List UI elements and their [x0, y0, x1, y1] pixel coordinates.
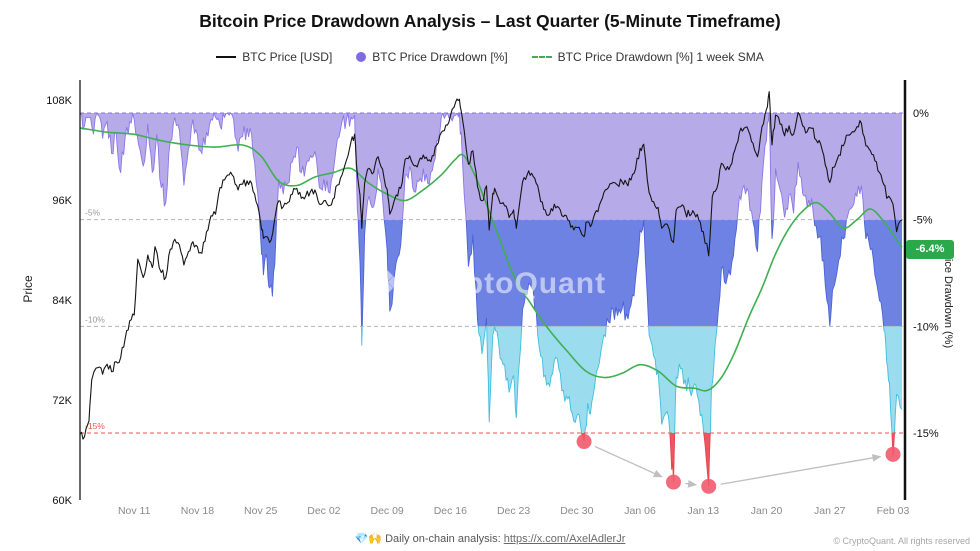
- x-tick-label: Dec 09: [370, 505, 403, 517]
- footer-emoji-icon: 💎🙌: [354, 533, 383, 545]
- chart-title: Bitcoin Price Drawdown Analysis – Last Q…: [199, 11, 781, 31]
- x-tick-label: Jan 06: [624, 505, 656, 517]
- legend: BTC Price [USD] BTC Price Drawdown [%] B…: [0, 50, 980, 64]
- sma-line: [80, 127, 903, 392]
- price-tick-label: 96K: [52, 195, 72, 207]
- x-tick-label: Feb 03: [877, 505, 910, 517]
- plot-area[interactable]: -5% -10% -15%: [80, 91, 905, 494]
- x-tick-label: Dec 23: [497, 505, 530, 517]
- price-tick-label: 108K: [46, 95, 72, 107]
- legend-item-drawdown-sma[interactable]: BTC Price Drawdown [%] 1 week SMA: [531, 50, 764, 64]
- legend-item-btc-price[interactable]: BTC Price [USD]: [216, 50, 332, 64]
- drawdown-dot-swatch-icon: [356, 52, 367, 62]
- footer-label: Daily on-chain analysis:: [385, 533, 501, 545]
- price-tick-label: 72K: [52, 395, 72, 407]
- copyright-notice: © CryptoQuant. All rights reserved: [833, 536, 970, 546]
- legend-label: BTC Price [USD]: [242, 50, 333, 64]
- sma-dash-swatch-icon: [531, 56, 552, 58]
- drawdown-badge: -6.4%: [906, 239, 954, 259]
- x-tick-label: Dec 16: [434, 505, 467, 517]
- x-tick-label: Jan 20: [751, 505, 783, 517]
- drawdown-tick-label: 0%: [913, 108, 929, 120]
- price-tick-label: 60K: [52, 495, 72, 507]
- drawdown-tick-label: -15%: [913, 428, 939, 440]
- btc-price-line: [80, 91, 903, 440]
- legend-item-drawdown[interactable]: BTC Price Drawdown [%]: [356, 50, 508, 64]
- annotation-arrow: [594, 445, 663, 478]
- reference-line-label: -15%: [85, 421, 105, 431]
- drawdown-alert-dot: [665, 474, 681, 490]
- annotation-arrow: [685, 479, 698, 488]
- analysis-link[interactable]: https://x.com/AxelAdlerJr: [503, 533, 626, 545]
- x-tick-label: Dec 02: [307, 505, 340, 517]
- price-tick-label: 84K: [52, 295, 72, 307]
- legend-label: BTC Price Drawdown [%]: [372, 50, 508, 64]
- x-tick-label: Nov 25: [244, 505, 277, 517]
- x-tick-label: Nov 18: [181, 505, 214, 517]
- drawdown-alert-dot: [576, 434, 592, 450]
- price-line-swatch-icon: [216, 56, 237, 58]
- drawdown-alert-dot: [885, 446, 901, 462]
- x-tick-label: Nov 11: [118, 505, 151, 517]
- x-tick-label: Dec 30: [560, 505, 593, 517]
- reference-line-label: -5%: [85, 208, 101, 218]
- footer: 💎🙌 Daily on-chain analysis: https://x.co…: [0, 532, 980, 545]
- drawdown-alert-dot: [701, 478, 717, 494]
- annotation-arrow: [720, 454, 882, 485]
- legend-label: BTC Price Drawdown [%] 1 week SMA: [557, 50, 764, 64]
- price-axis-title: Price: [21, 275, 35, 303]
- x-tick-label: Jan 27: [814, 505, 846, 517]
- drawdown-tick-label: -5%: [913, 215, 933, 227]
- drawdown-tick-label: -10%: [913, 321, 939, 333]
- x-tick-label: Jan 13: [688, 505, 720, 517]
- reference-line-label: -10%: [85, 314, 105, 324]
